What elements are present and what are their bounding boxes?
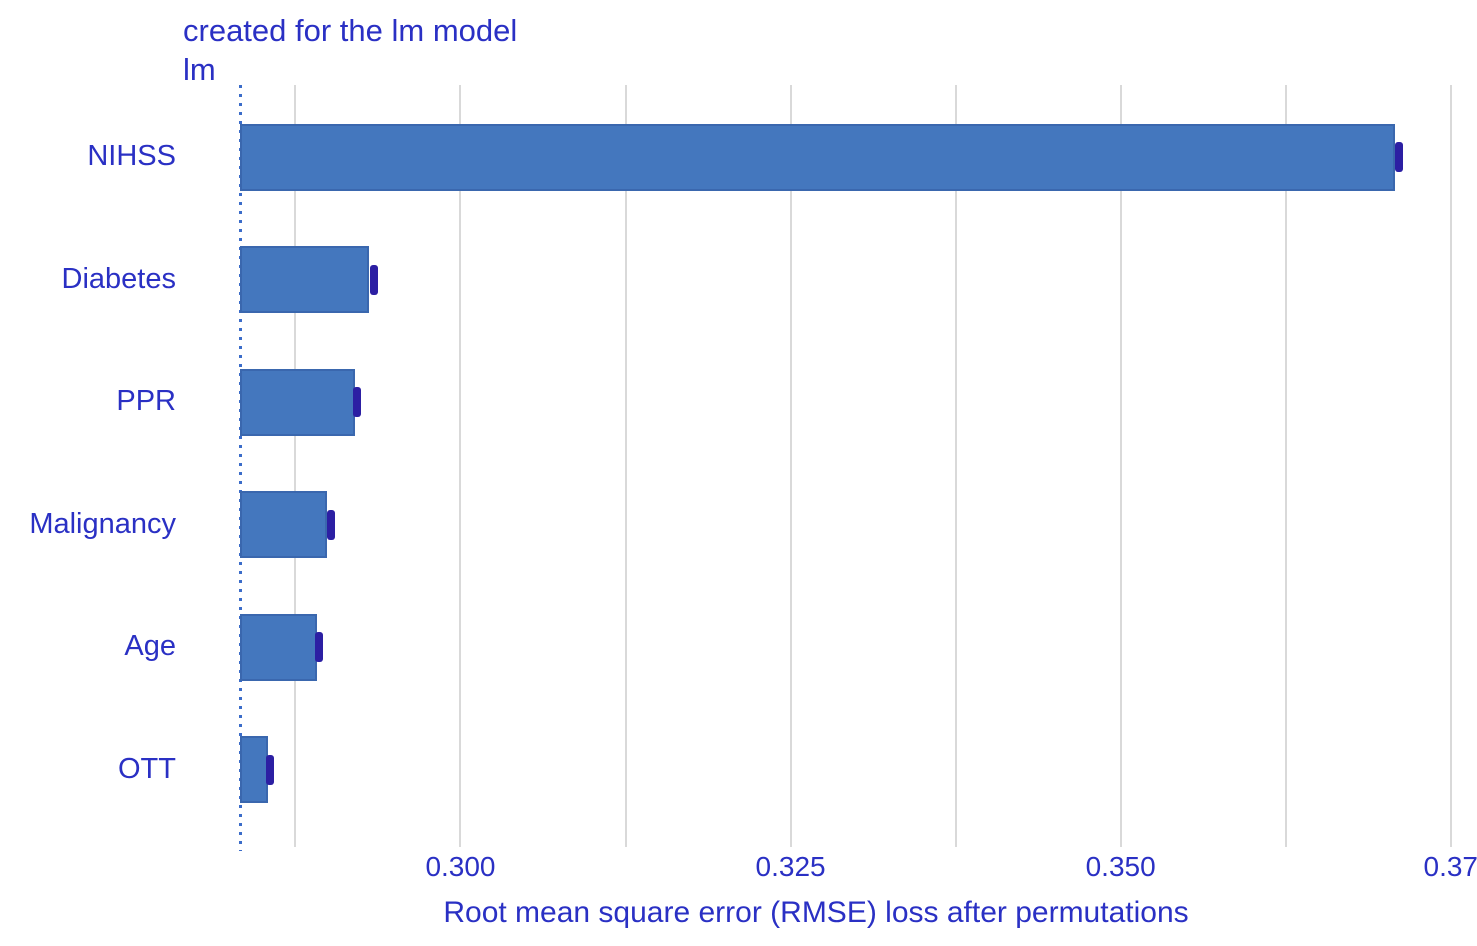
boxplot-mark [326,509,335,540]
category-label: Diabetes [61,262,176,295]
category-label: NIHSS [87,140,176,172]
category-label: PPR [116,385,176,417]
importance-bar [240,246,370,313]
category-label: Malignancy [29,507,176,540]
category-label: Age [124,630,176,662]
gridline [1449,85,1452,847]
boxplot-mark [370,264,379,295]
gridline [294,85,297,847]
gridline [1119,85,1122,847]
chart-title: created for the lm model [183,13,518,48]
x-tick-label: 0.300 [425,851,496,882]
boxplot-mark [266,754,275,785]
importance-bar [240,736,268,803]
gridline [789,85,792,847]
importance-bar [240,613,317,681]
importance-bar [240,123,1396,191]
chart-subtitle: lm [183,52,216,87]
x-tick-label: 0.37 [1423,851,1477,882]
gridline [624,85,627,847]
category-label: OTT [118,752,176,785]
boxplot-mark [353,387,362,417]
gridline [459,85,462,847]
importance-bar [240,491,328,558]
x-tick-label: 0.325 [755,851,826,882]
gridline [954,85,957,847]
x-axis-title: Root mean square error (RMSE) loss after… [443,896,1189,929]
x-tick-label: 0.350 [1085,851,1156,882]
baseline-dotted-line [239,85,242,851]
gridline [1284,85,1287,847]
boxplot-mark [314,632,323,662]
importance-bar [240,368,355,436]
boxplot-mark [1394,142,1403,172]
